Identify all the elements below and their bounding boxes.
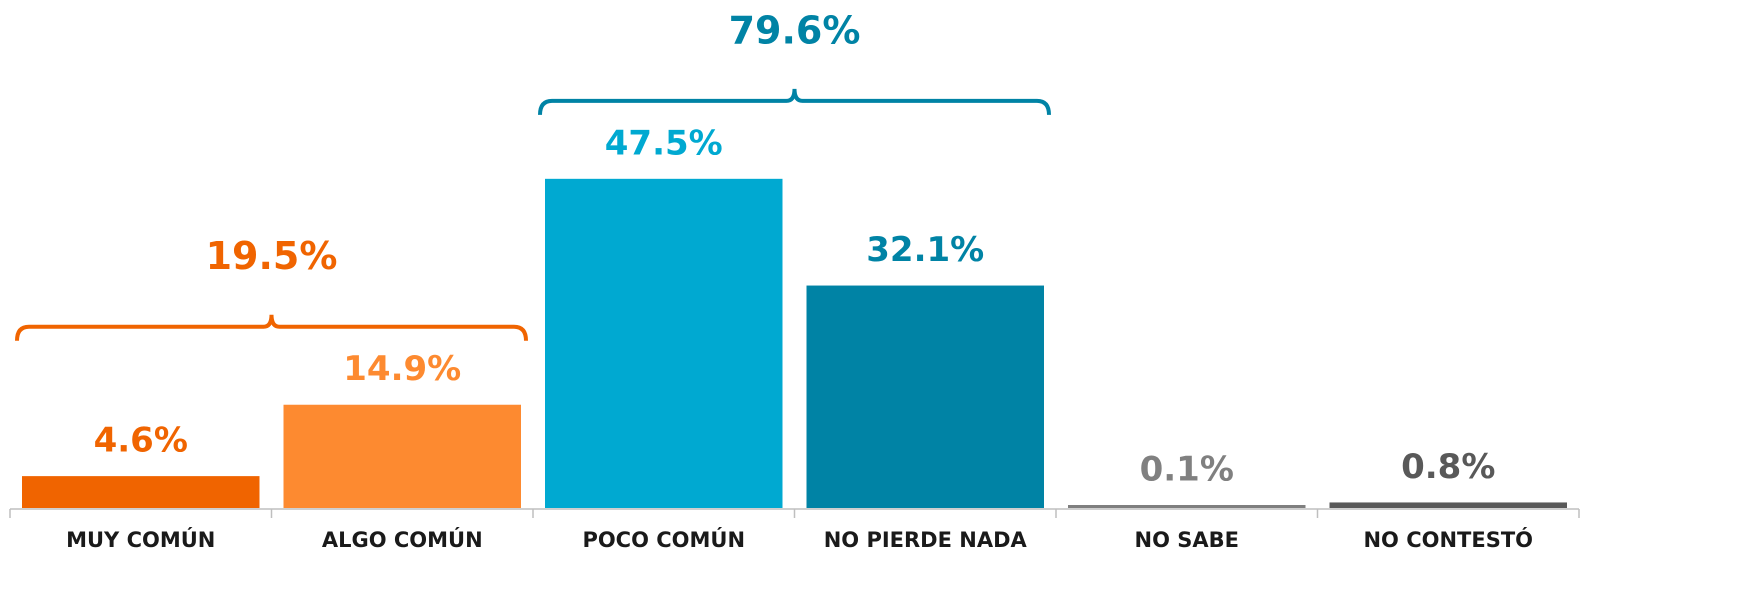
bar (1329, 502, 1567, 508)
value-label: 47.5% (605, 123, 723, 163)
bar (283, 404, 521, 508)
group-total: 79.6% (729, 8, 861, 52)
bar (22, 476, 260, 508)
value-label: 0.8% (1401, 447, 1495, 487)
value-label: 0.1% (1140, 450, 1234, 490)
bar (1068, 505, 1306, 508)
value-label: 4.6% (94, 421, 188, 461)
x-tick-label: NO SABE (1135, 528, 1239, 552)
value-label: 32.1% (866, 230, 984, 270)
group-bracket (538, 88, 1051, 115)
bar (806, 285, 1044, 508)
x-tick-label: NO PIERDE NADA (824, 528, 1028, 552)
x-tick-label: ALGO COMÚN (322, 527, 483, 552)
x-tick-label: MUY COMÚN (66, 527, 215, 552)
group-total: 19.5% (206, 234, 338, 278)
x-tick-label: NO CONTESTÓ (1363, 527, 1533, 552)
bar (545, 178, 783, 508)
group-bracket (15, 314, 528, 341)
x-tick-label: POCO COMÚN (582, 527, 745, 552)
value-label: 14.9% (343, 349, 461, 389)
